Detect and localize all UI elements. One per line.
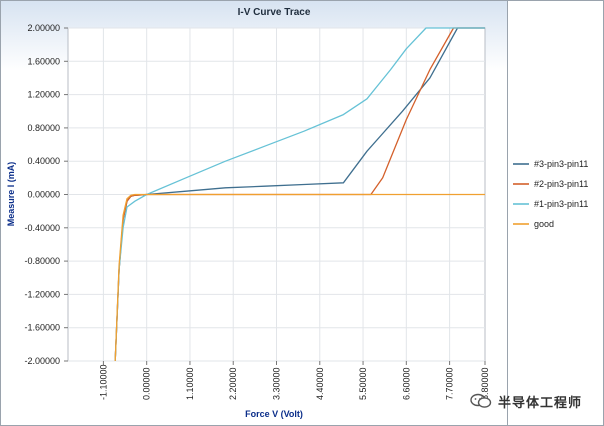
watermark-text: 半导体工程师 [498, 395, 583, 411]
x-tick-label: 5.50000 [358, 367, 368, 400]
x-tick-label: 0.00000 [142, 367, 152, 400]
legend-panel-divider [507, 0, 508, 426]
y-tick-label: 0.00000 [27, 190, 60, 200]
watermark: 半导体工程师 [470, 388, 602, 414]
y-tick-label: -0.80000 [24, 256, 60, 266]
x-axis-ticks: -1.10000 0.00000 1.10000 2.20000 3.30000 4.40… [98, 361, 490, 400]
x-tick-label: -1.10000 [98, 364, 108, 400]
y-tick-label: -1.20000 [24, 289, 60, 299]
x-tick-label: 2.20000 [228, 367, 238, 400]
series-line-1-pin3-pin11 [114, 27, 485, 362]
chart-title: I-V Curve Trace [238, 7, 311, 18]
x-tick-label: 8.80000 [480, 367, 490, 400]
y-tick-label: 0.40000 [27, 156, 60, 166]
y-tick-label: 1.20000 [27, 90, 60, 100]
y-tick-label: -2.00000 [24, 356, 60, 366]
y-tick-label: 2.00000 [27, 23, 60, 33]
y-tick-label: 0.80000 [27, 123, 60, 133]
y-tick-label: -0.40000 [24, 223, 60, 233]
y-axis-label: Measure I (mA) [6, 162, 16, 227]
series-lines [114, 27, 485, 362]
x-tick-label: 7.70000 [445, 367, 455, 400]
y-tick-label: 1.60000 [27, 56, 60, 66]
legend-label: #2-pin3-pin11 [534, 179, 588, 189]
legend-label: good [534, 219, 554, 229]
x-tick-label: 1.10000 [185, 367, 195, 400]
x-tick-label: 6.60000 [401, 367, 411, 400]
x-axis-label: Force V (Volt) [245, 409, 303, 419]
legend-label: #1-pin3-pin11 [534, 199, 588, 209]
x-tick-label: 3.30000 [272, 367, 282, 400]
wechat-icon [470, 393, 492, 408]
x-tick-label: 4.40000 [315, 367, 325, 400]
y-tick-label: -1.60000 [24, 323, 60, 333]
series-line-good [114, 193, 485, 362]
legend-label: #3-pin3-pin11 [534, 159, 588, 169]
y-axis-ticks: 2.00000 1.60000 1.20000 0.80000 0.40000 0.000… [24, 23, 68, 366]
chart-legend: #3-pin3-pin11 #2-pin3-pin11 #1-pin3-pin11 g… [513, 159, 588, 229]
